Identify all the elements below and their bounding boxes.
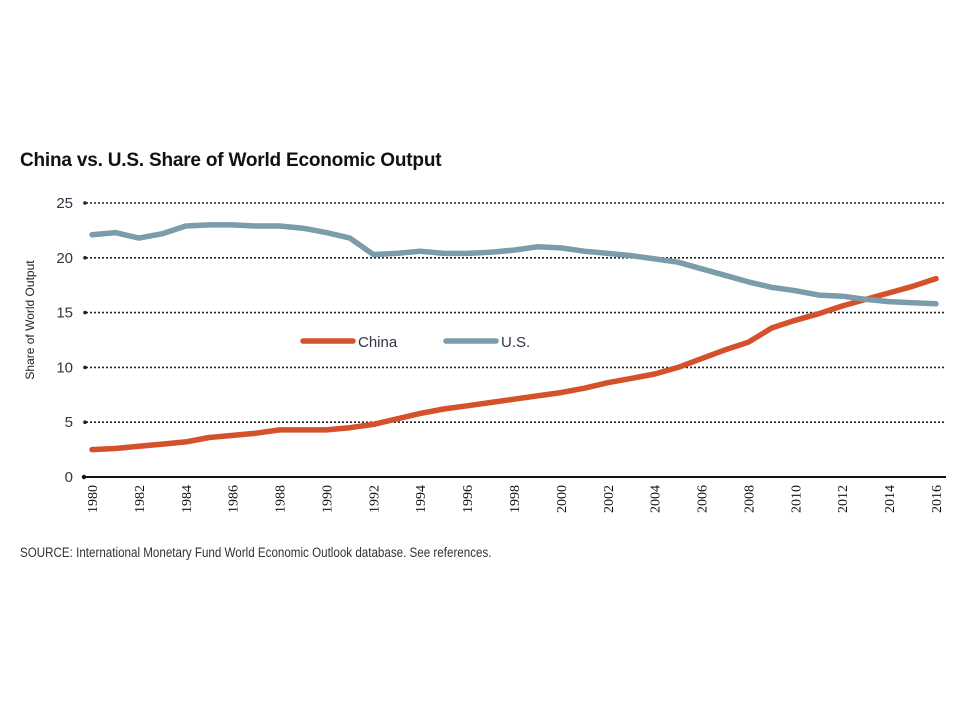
y-tick-label: 10 [56,359,73,376]
series-lines [89,222,939,453]
x-tick-label: 1988 [274,485,289,513]
legend-label: U.S. [501,334,530,351]
x-tick-label: 1982 [133,485,148,513]
x-tick-label: 2012 [836,485,851,513]
y-tick-label: 25 [56,195,73,212]
x-tick-label: 2010 [789,485,804,513]
x-tick-label: 1980 [86,485,101,513]
source-note: SOURCE: International Monetary Fund Worl… [20,545,492,560]
gridline-dot [83,420,87,425]
y-axis-ticks: 0 5 10 15 20 25 [56,195,73,486]
gridline-dot [83,255,87,260]
legend: China U.S. [300,334,530,351]
x-tick-label: 1994 [414,485,429,513]
x-axis-origin-dot [81,474,87,480]
x-tick-label: 2008 [742,485,757,513]
y-tick-label: 5 [65,414,73,431]
gridline-dot [83,201,87,205]
gridline-dot [83,365,87,370]
y-tick-label: 0 [65,469,73,486]
x-tick-label: 1992 [367,485,382,513]
chart-title: China vs. U.S. Share of World Economic O… [20,150,442,171]
legend-label: China [358,334,398,351]
x-tick-label: 2014 [883,485,898,513]
series-line-china [89,275,939,453]
gridlines [83,201,946,425]
x-tick-label: 1996 [461,485,476,513]
x-tick-label: 2002 [602,485,617,513]
x-axis-ticks: 1980 1982 1984 1986 1988 1990 1992 1994 1996 1998… [86,485,945,513]
gridline-dot [83,310,87,315]
y-tick-label: 15 [56,305,73,322]
x-tick-label: 2006 [696,485,711,513]
series-line-us [89,222,939,307]
x-tick-label: 1990 [320,485,335,513]
x-tick-label: 1986 [227,485,242,513]
x-tick-label: 1984 [180,485,195,513]
x-tick-label: 2000 [555,485,570,513]
x-tick-label: 2004 [649,485,664,513]
y-axis-label: Share of World Output [23,260,37,380]
x-tick-label: 1998 [508,485,523,513]
x-tick-label: 2016 [930,485,945,513]
y-tick-label: 20 [56,250,73,267]
